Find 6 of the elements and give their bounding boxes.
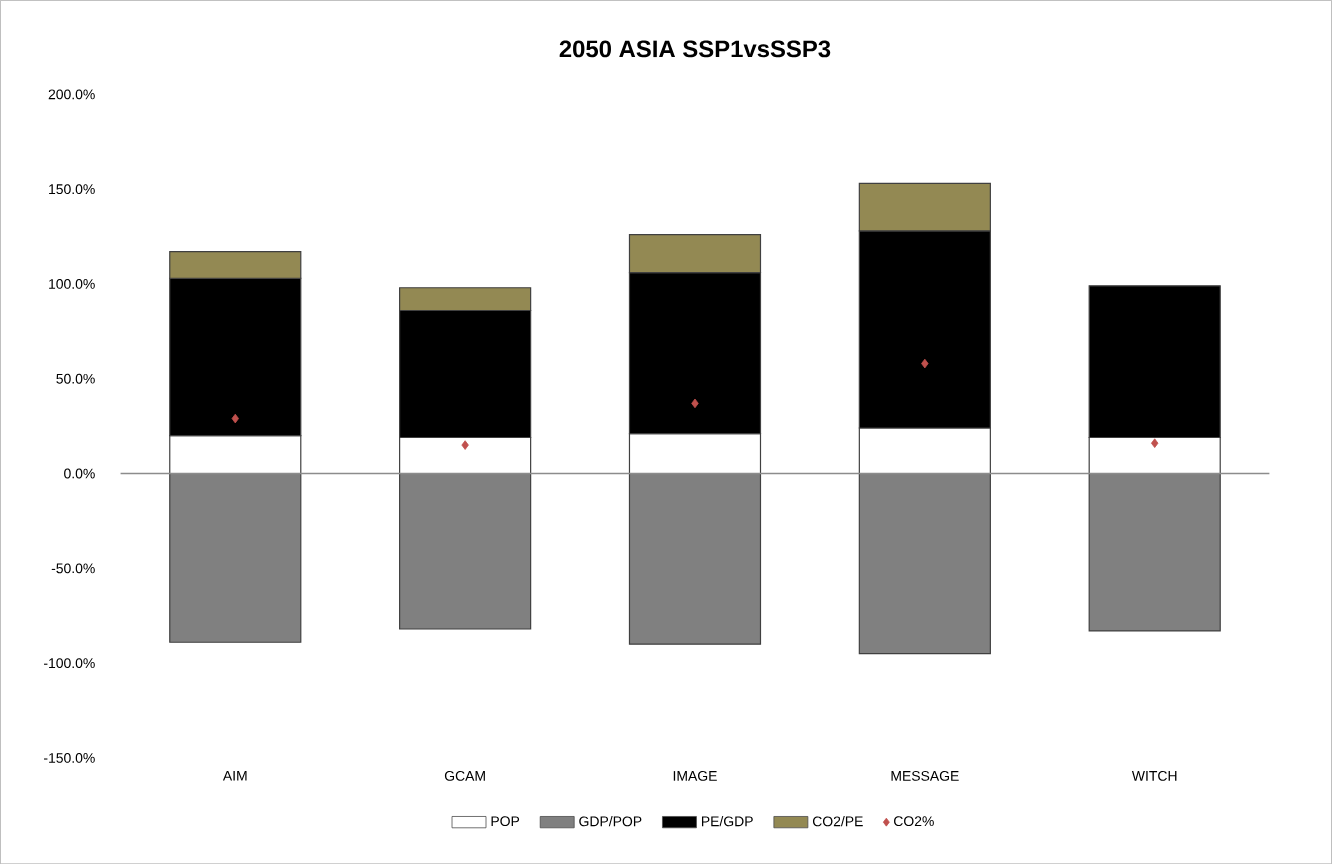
point	[1151, 438, 1159, 448]
point	[461, 440, 469, 450]
chart-title: 2050 ASIA SSP1vsSSP3	[559, 40, 831, 58]
point	[691, 398, 699, 409]
point	[231, 413, 239, 424]
point	[921, 358, 929, 369]
